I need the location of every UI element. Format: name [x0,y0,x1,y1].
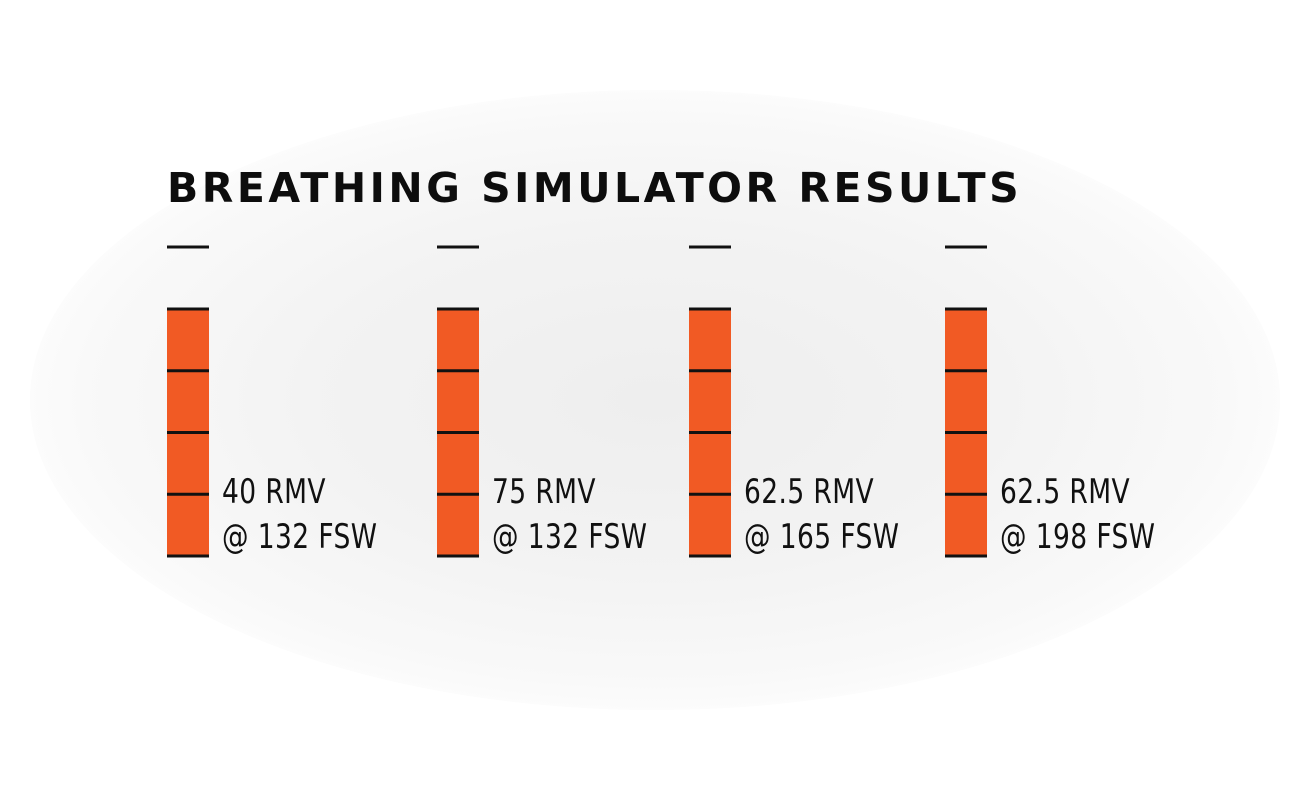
gauge-1 [167,245,209,558]
gauge-rmv-label: 75 RMV [492,472,596,512]
gauge-4 [945,245,987,558]
gauge-rmv-label: 40 RMV [222,472,326,512]
gauge-2 [437,245,479,558]
chart-title: BREATHING SIMULATOR RESULTS [167,164,1023,212]
gauge-rmv-label: 62.5 RMV [744,472,875,512]
gauge-3 [689,245,731,558]
gauge-depth-label: @ 165 FSW [744,517,900,557]
gauge-rmv-label: 62.5 RMV [1000,472,1131,512]
gauge-depth-label: @ 132 FSW [222,517,378,557]
gauge-depth-label: @ 132 FSW [492,517,648,557]
background-glow [30,90,1280,710]
gauge-depth-label: @ 198 FSW [1000,517,1156,557]
